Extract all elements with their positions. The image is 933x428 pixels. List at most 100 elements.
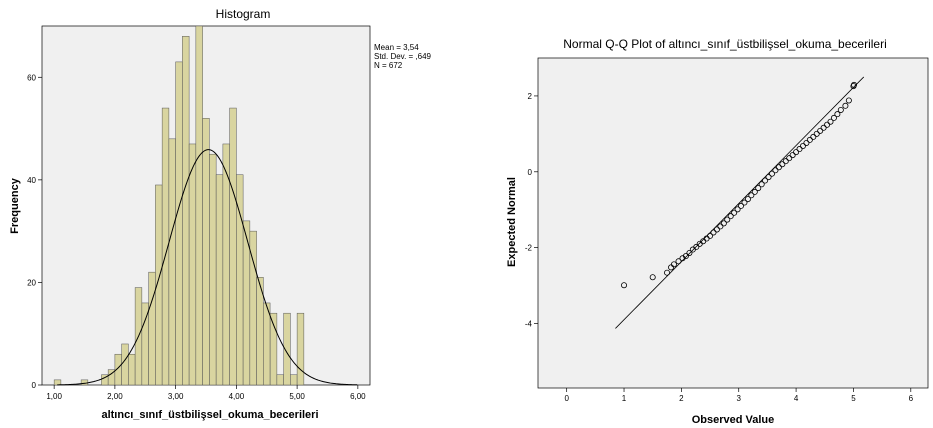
histogram-bar (148, 271, 156, 386)
qq-plot-title: Normal Q-Q Plot of altıncı_sınıf_üstbili… (563, 37, 886, 51)
qq-point (717, 223, 724, 230)
qq-point (834, 111, 841, 118)
qq-point (720, 220, 727, 227)
histogram-bar (182, 36, 190, 386)
qq-point (789, 152, 796, 159)
qq-point (713, 226, 720, 233)
histogram-bar (276, 374, 284, 386)
histogram-bar (263, 302, 271, 386)
qq-x-tick-label: 0 (564, 394, 569, 403)
qq-point (744, 196, 751, 203)
qq-point (731, 209, 738, 216)
histogram-x-tick-label: 2,00 (107, 392, 123, 401)
qq-point (813, 130, 820, 137)
qq-point (762, 177, 769, 184)
qq-point (851, 81, 858, 88)
qq-point (765, 174, 772, 181)
histogram-y-tick-label: 0 (32, 381, 37, 390)
qq-point (707, 232, 714, 239)
histogram-bars (53, 25, 305, 386)
histogram-bar (209, 153, 217, 386)
stats-std-dev: Std. Dev. = ,649 (374, 52, 432, 61)
histogram-bar (128, 353, 136, 386)
qq-point (817, 127, 824, 134)
qq-point (827, 118, 834, 125)
qq-point (675, 258, 682, 265)
histogram-y-tick-label: 60 (27, 73, 36, 82)
qq-point (772, 167, 779, 174)
qq-point (682, 252, 689, 259)
histogram-chart: Histogram 1,00 2,00 3,00 4,00 5,00 6,00 0 20 40 6… (9, 7, 432, 421)
qq-point (738, 202, 745, 209)
histogram-x-axis-label: altıncı_sınıf_üstbilişsel_okuma_becerile… (101, 409, 318, 421)
histogram-bar (202, 118, 210, 386)
qq-point (758, 181, 765, 188)
qq-x-tick-label: 3 (737, 394, 742, 403)
qq-point (820, 124, 827, 131)
qq-point (803, 139, 810, 146)
histogram-bar (188, 143, 197, 386)
histogram-bar (269, 312, 278, 386)
qq-x-tick-label: 5 (851, 394, 856, 403)
qq-y-tick-label: 0 (528, 168, 533, 177)
qq-point (670, 261, 677, 268)
qq-point (845, 97, 852, 104)
qq-point (782, 158, 789, 165)
qq-x-tick-label: 1 (622, 394, 627, 403)
qq-point (842, 102, 849, 109)
histogram-bar (168, 138, 176, 386)
qq-point (769, 170, 776, 177)
qq-x-tick-label: 4 (794, 394, 799, 403)
qq-plot-chart: Normal Q-Q Plot of altıncı_sınıf_üstbili… (506, 37, 929, 426)
qq-point (824, 121, 831, 128)
histogram-bar (229, 107, 237, 386)
histogram-bar (290, 374, 298, 386)
qq-reference-line (615, 76, 865, 329)
histogram-bar (53, 379, 62, 386)
qq-point (741, 199, 748, 206)
qq-point (796, 146, 803, 153)
qq-point (810, 133, 817, 140)
normal-curve (57, 149, 358, 386)
qq-point (686, 249, 693, 256)
histogram-bar (80, 379, 89, 386)
histogram-bar (296, 312, 305, 386)
histogram-y-tick-label: 40 (27, 176, 36, 185)
histogram-bar (175, 61, 183, 386)
qq-points (621, 81, 858, 289)
qq-point (727, 213, 734, 220)
qq-x-axis-label: Observed Value (692, 414, 775, 426)
qq-point (751, 188, 758, 195)
qq-point (793, 149, 800, 156)
histogram-bar (222, 143, 230, 386)
qq-point (664, 269, 671, 276)
qq-point (724, 216, 731, 223)
stats-mean: Mean = 3,54 (374, 43, 419, 52)
histogram-x-tick-label: 6,00 (350, 392, 366, 401)
histogram-x-tick-label: 1,00 (46, 392, 62, 401)
histogram-stats-block: Mean = 3,54 Std. Dev. = ,649 N = 672 (374, 43, 432, 70)
qq-point (775, 164, 782, 171)
qq-point (693, 243, 700, 250)
qq-point (786, 155, 793, 162)
qq-point (779, 161, 786, 168)
qq-ticks: 0 1 2 3 4 5 6 2 0 -2 -4 (525, 92, 914, 403)
histogram-y-axis-label: Frequency (9, 177, 21, 234)
histogram-bar (141, 302, 149, 386)
histogram-bar (195, 25, 203, 386)
qq-x-tick-label: 2 (679, 394, 684, 403)
qq-x-tick-label: 6 (909, 394, 914, 403)
qq-point (734, 206, 741, 213)
histogram-x-tick-label: 3,00 (168, 392, 184, 401)
histogram-bar (283, 312, 291, 386)
qq-point (710, 229, 717, 236)
histogram-x-tick-label: 5,00 (289, 392, 305, 401)
qq-y-tick-label: 2 (528, 92, 533, 101)
qq-y-tick-label: -4 (525, 320, 533, 329)
histogram-y-tick-label: 20 (27, 278, 36, 287)
qq-point (830, 114, 837, 121)
qq-point (649, 274, 656, 281)
qq-plot-area (537, 57, 929, 389)
qq-y-tick-label: -2 (525, 244, 533, 253)
